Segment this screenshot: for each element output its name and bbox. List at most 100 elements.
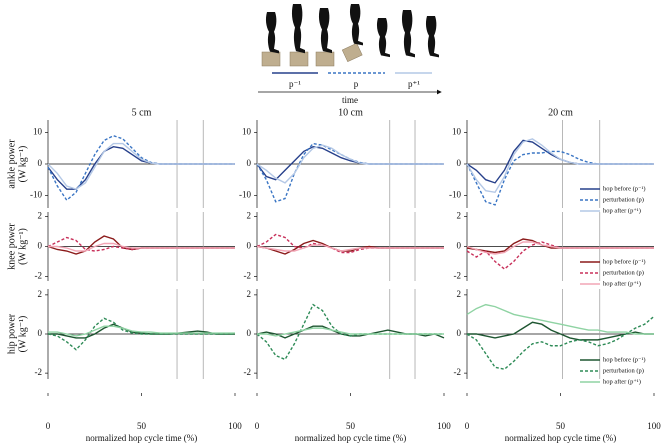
x-tick-label: 0 (255, 421, 260, 431)
panel-title: 10 cm (338, 107, 363, 118)
x-axis-label: normalized hop cycle time (%) (505, 433, 616, 443)
x-tick-label: 0 (46, 421, 51, 431)
y-tick-label: -10 (449, 189, 461, 199)
y-tick-label: -10 (239, 189, 251, 199)
phase-label: p⁺¹ (408, 79, 420, 89)
series-line (466, 238, 654, 254)
legend-label: hop after (p⁺¹) (603, 207, 641, 214)
legend-label: perturbation (p) (603, 196, 644, 203)
y-tick-label: 0 (247, 158, 252, 168)
x-tick-label: 50 (556, 421, 566, 431)
panel-title: 20 cm (548, 107, 573, 118)
leg (265, 12, 279, 54)
panel-title: 5 cm (132, 107, 152, 118)
series-line (466, 241, 654, 255)
legend-label: perturbation (p) (603, 269, 644, 276)
series-line (256, 142, 444, 203)
y-axis-label: hip power (6, 313, 17, 354)
panel: knee power (W kg⁻¹) -2 0 2 (6, 211, 235, 281)
y-tick-label: 2 (38, 289, 43, 299)
y-tick-label: 0 (457, 241, 462, 251)
y-tick-label: 0 (38, 241, 43, 251)
series-line (48, 325, 235, 337)
series-line (466, 150, 654, 206)
legend-label: perturbation (p) (603, 367, 644, 374)
panel: 5 cm ankle power (W kg⁻¹)-10 0 10 (6, 107, 235, 208)
y-tick-label: 0 (247, 241, 252, 251)
series-line (47, 317, 235, 351)
y-tick-label: -2 (454, 367, 462, 377)
leg (349, 4, 363, 46)
x-axis-label: normalized hop cycle time (%) (86, 433, 197, 443)
panel: -2 0 2 0 50 100 normalized hop cycle time (%) h… (454, 289, 662, 443)
y-tick-label: -2 (244, 367, 252, 377)
y-axis-label: knee power (6, 223, 17, 270)
box (315, 51, 335, 67)
series-line (467, 321, 654, 341)
legend-label: hop before (p⁻¹) (603, 185, 646, 192)
y-tick-label: 10 (33, 127, 43, 137)
legend-label: hop before (p⁻¹) (603, 258, 646, 265)
box (289, 51, 309, 67)
phase-label: p⁻¹ (289, 79, 301, 89)
series-line (256, 244, 444, 252)
y-tick-label: 2 (247, 211, 252, 221)
x-tick-label: 100 (228, 421, 242, 431)
y-tick-label: 0 (457, 158, 462, 168)
leg (318, 8, 332, 54)
series-line (47, 145, 235, 190)
y-tick-label: 0 (457, 328, 462, 338)
y-axis-label: (W kg⁻¹) (17, 316, 28, 353)
legend-label: hop before (p⁻¹) (603, 356, 646, 363)
series-line (466, 315, 655, 370)
y-tick-label: 0 (38, 328, 43, 338)
y-tick-label: -10 (30, 189, 42, 199)
series-line (256, 239, 444, 255)
panel: -2 0 2 (244, 211, 444, 281)
series-line (256, 303, 444, 361)
panel: -2 0 2 0 50 100 normalized hop cycle time (%) (244, 289, 452, 443)
y-tick-label: -2 (35, 367, 43, 377)
x-tick-label: 100 (437, 421, 451, 431)
x-tick-label: 0 (465, 421, 470, 431)
leg (425, 16, 439, 58)
series-line (466, 138, 654, 194)
leg (376, 18, 390, 58)
y-tick-label: 2 (457, 211, 462, 221)
y-tick-label: -2 (454, 271, 462, 281)
series-line (47, 142, 235, 190)
y-tick-label: 2 (38, 211, 43, 221)
x-axis-label: normalized hop cycle time (%) (295, 433, 406, 443)
y-tick-label: 10 (452, 127, 462, 137)
schematic: p⁻¹ p p⁺¹ time (258, 4, 442, 105)
series-line (466, 303, 654, 335)
series-line (47, 236, 235, 252)
panel: 20 cm -10 0 10 hop before (p⁻¹) perturbation … (449, 107, 654, 214)
y-tick-label: 0 (247, 328, 252, 338)
y-tick-label: -2 (244, 271, 252, 281)
series-line (466, 139, 654, 184)
leg (401, 10, 415, 58)
series-line (256, 144, 444, 184)
series-line (47, 134, 235, 202)
box (261, 51, 281, 67)
y-axis-label: (W kg⁻¹) (17, 228, 28, 265)
time-label: time (342, 95, 358, 105)
x-tick-label: 50 (346, 421, 356, 431)
series-line (48, 323, 235, 339)
series-line (48, 242, 235, 252)
x-tick-label: 100 (647, 421, 661, 431)
series-line (256, 145, 444, 181)
panel: -2 0 2 hop before (p⁻¹) perturbation (p) hop … (454, 211, 654, 287)
legend-label: hop after (p⁺¹) (603, 280, 641, 287)
panel: 10 cm -10 0 10 (239, 107, 444, 208)
y-axis-label: ankle power (6, 139, 17, 189)
leg (291, 4, 305, 54)
x-tick-label: 50 (137, 421, 147, 431)
y-tick-label: 0 (38, 158, 43, 168)
box (341, 42, 363, 63)
phase-label: p (354, 79, 359, 89)
